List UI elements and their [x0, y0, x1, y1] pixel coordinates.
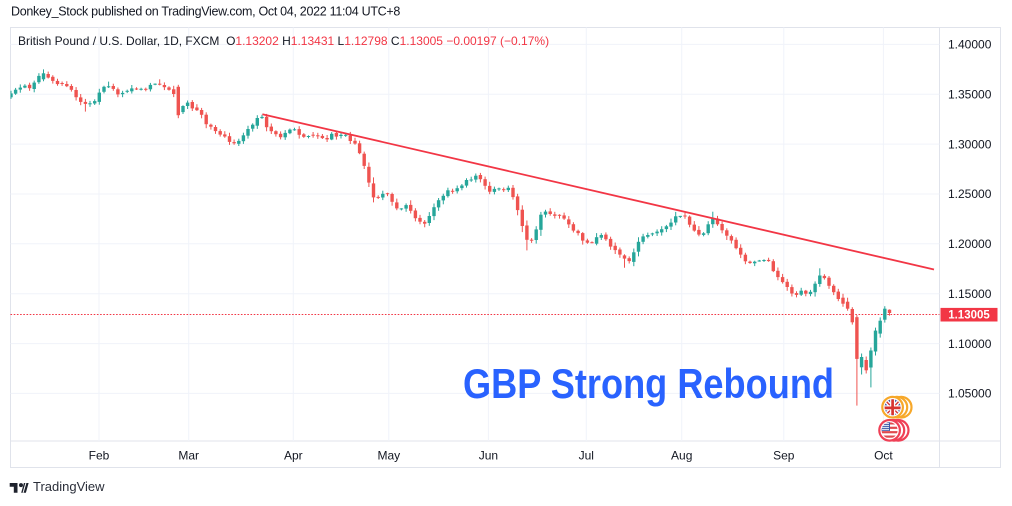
svg-text:1.20000: 1.20000: [948, 237, 992, 251]
svg-text:GBP Strong Rebound: GBP Strong Rebound: [463, 360, 834, 407]
svg-text:British Pound / U.S. Dollar, 1: British Pound / U.S. Dollar, 1D, FXCM O1…: [18, 34, 549, 48]
svg-text:Donkey_Stock published on Trad: Donkey_Stock published on TradingView.co…: [11, 5, 400, 19]
svg-text:Feb: Feb: [89, 449, 110, 463]
svg-text:Jul: Jul: [579, 449, 594, 463]
svg-text:1.15000: 1.15000: [948, 287, 992, 301]
svg-text:1.35000: 1.35000: [948, 88, 992, 102]
svg-text:1.13005: 1.13005: [948, 310, 990, 322]
svg-text:1.10000: 1.10000: [948, 337, 992, 351]
svg-text:Sep: Sep: [773, 449, 795, 463]
svg-text:Jun: Jun: [479, 449, 498, 463]
svg-text:Oct: Oct: [874, 449, 893, 463]
svg-text:1.30000: 1.30000: [948, 137, 992, 151]
svg-text:Apr: Apr: [284, 449, 303, 463]
svg-text:May: May: [377, 449, 400, 463]
svg-text:Mar: Mar: [178, 449, 199, 463]
svg-text:Aug: Aug: [671, 449, 692, 463]
svg-text:TradingView: TradingView: [33, 479, 105, 494]
svg-text:1.25000: 1.25000: [948, 187, 992, 201]
svg-text:1.05000: 1.05000: [948, 387, 992, 401]
svg-text:1.40000: 1.40000: [948, 38, 992, 52]
